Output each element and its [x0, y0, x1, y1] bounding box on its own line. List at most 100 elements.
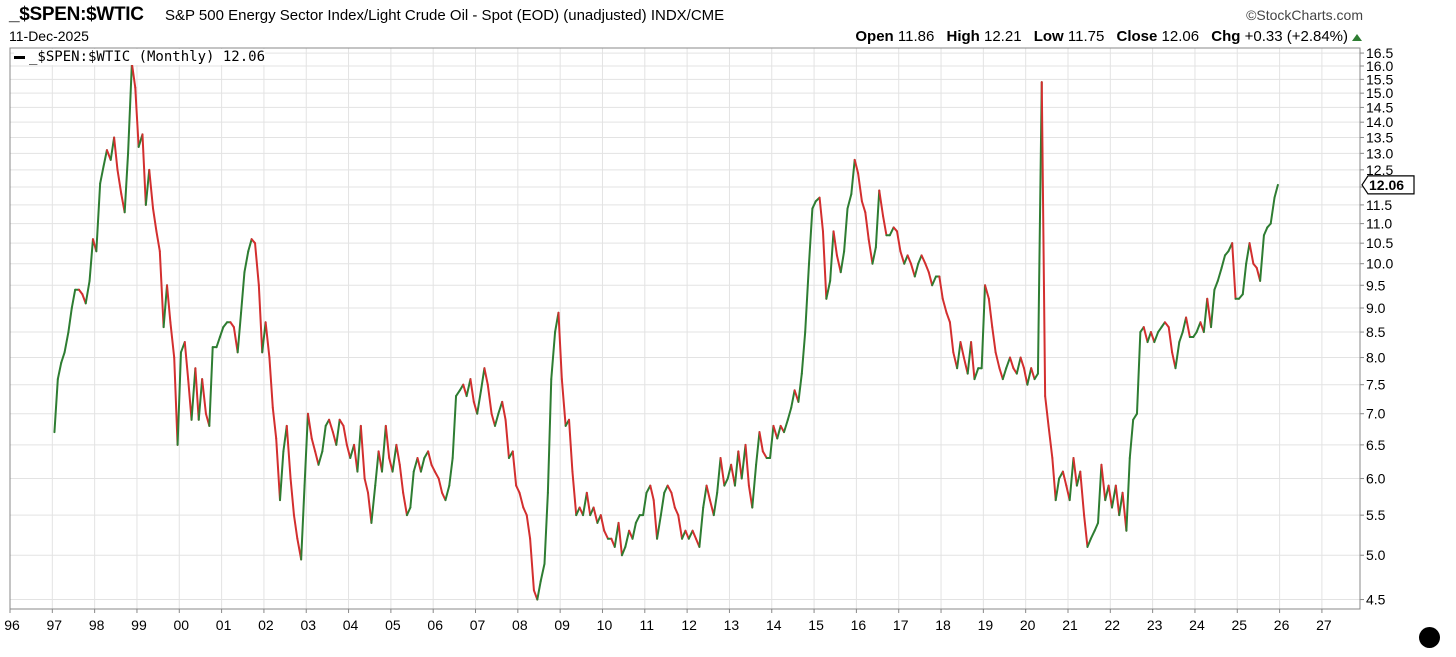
- line-segment: [504, 418, 510, 460]
- line-segment: [1030, 367, 1036, 381]
- line-segment: [166, 284, 172, 324]
- line-segment: [412, 457, 419, 473]
- line-segment: [1178, 331, 1184, 344]
- line-segment: [708, 499, 715, 517]
- line-segment: [673, 506, 680, 517]
- line-segment: [994, 351, 1001, 370]
- line-segment: [522, 506, 528, 517]
- line-segment: [405, 506, 412, 517]
- line-segment: [102, 149, 108, 168]
- x-tick-label: 99: [131, 617, 147, 633]
- line-segment: [924, 262, 930, 274]
- line-segment: [1128, 418, 1135, 460]
- open-value: 11.86: [897, 28, 935, 45]
- line-segment: [1097, 463, 1103, 524]
- line-segment: [666, 484, 673, 494]
- line-segment: [1051, 457, 1057, 502]
- line-segment: [1259, 234, 1265, 282]
- line-segment: [416, 457, 422, 473]
- line-segment: [853, 158, 860, 175]
- ohlc-readout: Open 11.86 High 12.21 Low 11.75 Close 12…: [855, 28, 1362, 45]
- line-segment: [582, 491, 588, 517]
- line-segment: [1022, 367, 1029, 386]
- line-segment: [896, 230, 902, 253]
- brand-label[interactable]: ©StockCharts.com: [1246, 7, 1363, 23]
- line-segment: [948, 321, 955, 354]
- line-segment: [571, 470, 578, 517]
- line-segment: [642, 491, 648, 517]
- description-text: S&P 500 Energy Sector Index/Light Crude …: [165, 7, 647, 24]
- line-segment: [187, 378, 193, 421]
- line-segment: [300, 484, 306, 561]
- line-segment: [1114, 484, 1121, 517]
- line-segment: [310, 437, 317, 453]
- line-segment: [127, 62, 133, 155]
- y-tick-label: 5.0: [1366, 547, 1386, 563]
- corner-dot-icon[interactable]: [1419, 627, 1440, 648]
- line-segment: [1093, 521, 1100, 532]
- line-segment: [867, 238, 874, 265]
- line-segment: [1245, 242, 1251, 265]
- x-tick-label: 13: [724, 617, 740, 633]
- line-segment: [1079, 470, 1086, 517]
- close-label: Close: [1116, 28, 1158, 45]
- line-segment: [903, 254, 909, 265]
- line-segment: [391, 443, 398, 473]
- y-tick-label: 5.5: [1366, 507, 1386, 523]
- line-segment: [959, 341, 965, 359]
- line-segment: [359, 424, 366, 480]
- line-segment: [144, 168, 151, 206]
- line-segment: [702, 484, 708, 509]
- line-segment: [70, 288, 77, 310]
- line-segment: [546, 378, 553, 494]
- line-segment: [568, 418, 574, 473]
- line-segment: [363, 477, 370, 494]
- line-segment: [1262, 226, 1269, 237]
- line-segment: [807, 207, 814, 265]
- line-segment: [84, 279, 91, 305]
- line-segment: [1033, 372, 1039, 381]
- line-segment: [490, 412, 496, 427]
- line-segment: [973, 367, 980, 381]
- line-segment: [804, 262, 810, 334]
- x-tick-label: 24: [1189, 617, 1205, 633]
- x-tick-label: 12: [681, 617, 697, 633]
- chg-value: +0.33 (+2.84%): [1244, 28, 1348, 45]
- line-segment: [67, 307, 73, 334]
- line-segment: [427, 450, 433, 466]
- line-segment: [162, 284, 169, 329]
- line-segment: [1083, 514, 1089, 548]
- line-segment: [197, 378, 204, 421]
- line-segment: [384, 424, 391, 460]
- y-tick-label: 6.5: [1366, 437, 1386, 453]
- line-segment: [917, 254, 923, 265]
- line-segment: [543, 491, 549, 565]
- x-tick-label: 08: [512, 617, 528, 633]
- line-segment: [285, 424, 292, 480]
- line-segment: [303, 412, 309, 487]
- series-line: [53, 62, 1279, 601]
- line-segment: [194, 367, 200, 421]
- line-segment: [1195, 321, 1202, 334]
- line-segment: [860, 200, 867, 214]
- line-segment: [113, 136, 119, 171]
- line-segment: [874, 189, 881, 249]
- line-segment: [1163, 321, 1170, 329]
- line-segment: [733, 450, 740, 487]
- line-segment: [620, 545, 627, 557]
- line-segment: [1107, 484, 1114, 509]
- line-segment: [1273, 183, 1279, 199]
- line-segment: [448, 457, 454, 487]
- x-tick-label: 18: [935, 617, 951, 633]
- line-segment: [292, 514, 299, 540]
- line-segment: [1072, 457, 1078, 487]
- line-segment: [1089, 529, 1096, 540]
- y-tick-label: 9.0: [1366, 300, 1386, 316]
- line-segment: [317, 450, 324, 466]
- line-segment: [941, 297, 948, 314]
- chart-legend: _$SPEN:$WTIC (Monthly) 12.06: [14, 49, 266, 65]
- line-segment: [1001, 367, 1008, 381]
- line-segment: [1036, 81, 1043, 375]
- line-segment: [599, 514, 606, 532]
- line-segment: [515, 484, 521, 494]
